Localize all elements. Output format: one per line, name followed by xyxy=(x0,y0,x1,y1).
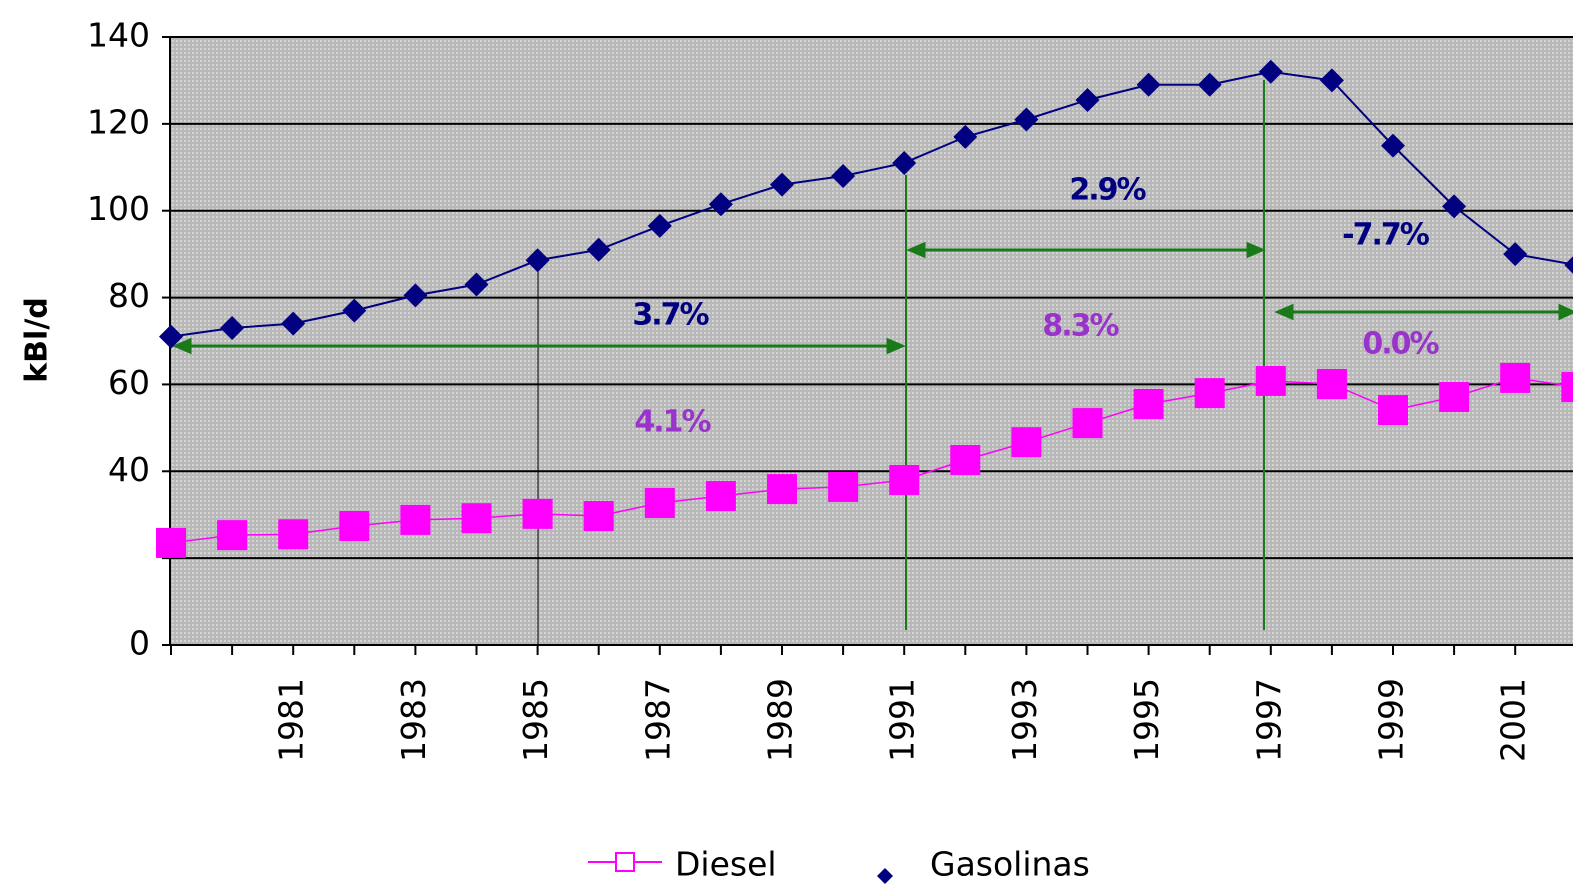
data-point xyxy=(278,519,309,550)
annotation: 0.0% xyxy=(1362,327,1439,362)
data-point xyxy=(464,272,489,297)
data-point xyxy=(950,444,981,475)
data-point xyxy=(1381,133,1405,158)
series-line xyxy=(170,70,1573,338)
y-tick-label: 60 xyxy=(108,363,150,402)
data-point xyxy=(583,501,614,532)
data-point xyxy=(403,283,428,308)
annotation: 8.3% xyxy=(1042,309,1119,344)
y-tick-label: 100 xyxy=(87,189,150,228)
data-point xyxy=(953,124,978,149)
data-point xyxy=(1136,72,1161,97)
data-point xyxy=(586,237,611,262)
data-point xyxy=(1442,194,1467,219)
data-point xyxy=(644,487,675,518)
data-point xyxy=(159,324,183,349)
data-point xyxy=(339,511,370,542)
annotation: 2.9% xyxy=(1069,173,1146,208)
x-tick-label: 1993 xyxy=(1005,678,1044,762)
y-tick-label: 0 xyxy=(129,624,150,663)
x-tick-label: 1995 xyxy=(1127,678,1166,762)
data-point xyxy=(522,498,553,529)
y-tick-label: 40 xyxy=(108,450,150,489)
x-tick-label: 1983 xyxy=(394,678,433,762)
data-point xyxy=(1439,382,1470,413)
data-point xyxy=(342,298,367,323)
data-point xyxy=(1011,427,1042,458)
y-tick-label: 120 xyxy=(87,102,150,141)
x-tick-label: 2001 xyxy=(1494,678,1533,762)
data-point xyxy=(1503,242,1528,267)
x-tick-label: 1987 xyxy=(638,678,677,762)
data-point xyxy=(831,163,856,188)
x-tick-label: 1985 xyxy=(516,678,555,762)
data-point xyxy=(1014,107,1039,132)
x-tick-label: 1997 xyxy=(1249,678,1288,762)
data-point xyxy=(647,213,672,238)
x-tick-label: 1981 xyxy=(272,678,311,762)
data-point xyxy=(889,464,920,495)
data-point xyxy=(281,311,306,336)
annotation: -7.7% xyxy=(1342,218,1430,253)
y-tick-label: 140 xyxy=(87,16,150,55)
y-axis-label: kBl/d xyxy=(20,297,55,383)
y-tick-label: 80 xyxy=(108,276,150,315)
data-point xyxy=(1319,68,1344,93)
data-point xyxy=(705,481,736,512)
data-point xyxy=(1258,59,1283,84)
plot-area xyxy=(170,37,1573,645)
data-point xyxy=(767,474,797,505)
data-point xyxy=(1378,395,1408,426)
data-point xyxy=(156,527,186,558)
legend-label: Diesel xyxy=(675,845,777,884)
data-point xyxy=(461,503,492,534)
data-point xyxy=(828,471,859,502)
x-tick-label: 1999 xyxy=(1372,678,1411,762)
data-point xyxy=(1133,388,1164,419)
data-point xyxy=(1561,372,1573,403)
data-point xyxy=(1197,72,1222,97)
data-point xyxy=(1194,378,1225,409)
data-point xyxy=(400,504,431,535)
arrows xyxy=(172,241,1573,355)
data-point xyxy=(217,520,248,551)
data-point xyxy=(770,172,794,197)
x-tick-label: 1989 xyxy=(761,678,800,762)
legend-marker xyxy=(877,868,893,884)
data-point xyxy=(1075,87,1100,112)
data-point xyxy=(1564,256,1573,274)
legend-marker xyxy=(615,852,635,872)
annotation: 3.7% xyxy=(632,298,709,333)
annotation: 4.1% xyxy=(634,405,711,440)
legend-label: Gasolinas xyxy=(930,845,1090,884)
data-point xyxy=(525,248,550,273)
data-point xyxy=(1255,365,1286,396)
x-tick-label: 1991 xyxy=(883,678,922,762)
data-point xyxy=(1316,368,1347,399)
data-point xyxy=(708,192,733,217)
data-point xyxy=(220,315,245,340)
data-point xyxy=(1072,408,1103,439)
data-point xyxy=(892,150,917,175)
data-point xyxy=(1500,362,1531,393)
